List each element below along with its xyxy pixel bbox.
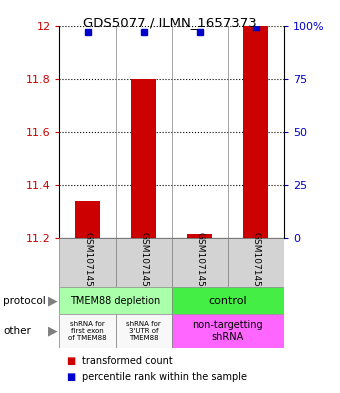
Text: TMEM88 depletion: TMEM88 depletion — [70, 296, 161, 306]
Text: shRNA for
first exon
of TMEM88: shRNA for first exon of TMEM88 — [68, 321, 107, 341]
Bar — [187, 234, 212, 238]
Text: GDS5077 / ILMN_1657373: GDS5077 / ILMN_1657373 — [83, 16, 257, 29]
Bar — [228, 238, 284, 287]
Text: other: other — [3, 326, 31, 336]
Text: control: control — [208, 296, 247, 306]
Bar — [131, 79, 156, 238]
Text: GSM1071455: GSM1071455 — [251, 232, 260, 293]
Bar — [59, 314, 116, 348]
Bar — [59, 238, 116, 287]
Bar — [116, 238, 172, 287]
Text: ■: ■ — [66, 372, 75, 382]
Bar — [172, 287, 284, 314]
Bar — [172, 314, 284, 348]
Bar — [172, 238, 228, 287]
Text: shRNA for
3'UTR of
TMEM88: shRNA for 3'UTR of TMEM88 — [126, 321, 161, 341]
Bar — [59, 287, 172, 314]
Text: transformed count: transformed count — [82, 356, 172, 366]
Text: percentile rank within the sample: percentile rank within the sample — [82, 372, 246, 382]
Text: ■: ■ — [66, 356, 75, 366]
Text: GSM1071454: GSM1071454 — [195, 232, 204, 292]
Text: non-targetting
shRNA: non-targetting shRNA — [192, 320, 263, 342]
Bar — [75, 201, 100, 238]
Bar — [243, 26, 269, 238]
Text: GSM1071457: GSM1071457 — [83, 232, 92, 293]
Text: GSM1071456: GSM1071456 — [139, 232, 148, 293]
Text: ▶: ▶ — [48, 325, 57, 338]
Text: ▶: ▶ — [48, 294, 57, 307]
Bar — [116, 314, 172, 348]
Text: protocol: protocol — [3, 296, 46, 306]
